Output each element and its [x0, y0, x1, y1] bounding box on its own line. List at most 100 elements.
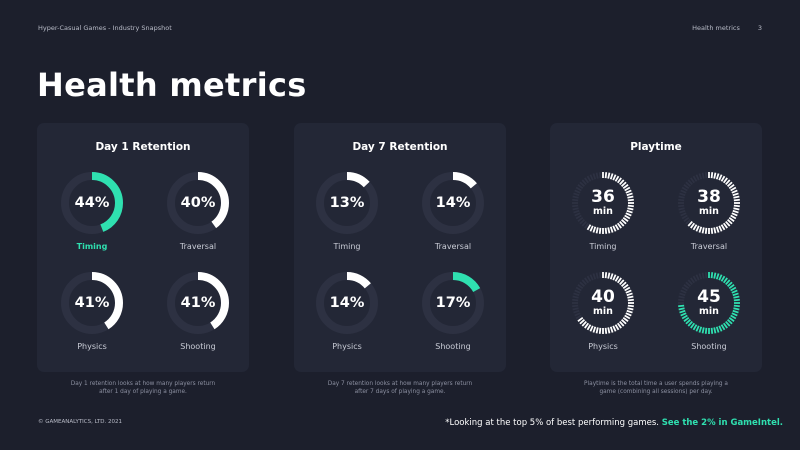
minute-tick: [579, 281, 586, 287]
minute-tick: [685, 281, 692, 287]
ring-graphic: [167, 272, 229, 334]
minute-tick: [692, 275, 698, 282]
minute-tick: [680, 312, 687, 317]
minute-tick: [710, 227, 714, 234]
minutes-value: 45: [697, 287, 721, 308]
minute-tick: [698, 173, 703, 180]
minute-tick: [720, 224, 726, 231]
caption-line: after 7 days of playing a game.: [354, 389, 446, 396]
minute-tick: [619, 320, 625, 327]
ring-value: 14%: [329, 295, 365, 311]
minute-tick: [609, 226, 614, 233]
minute-tick: [586, 324, 592, 331]
caption-line: Day 7 retention looks at how many player…: [327, 381, 473, 387]
ring-graphic: [61, 172, 123, 234]
minute-tick: [627, 198, 634, 202]
minute-tick: [685, 219, 692, 225]
minute-tick: [598, 272, 602, 279]
ring-label: Timing: [333, 242, 361, 251]
ring-day7-timing: 13%: [315, 171, 379, 235]
minute-tick: [625, 212, 632, 217]
minute-tick: [690, 222, 696, 229]
minute-tick: [698, 226, 703, 233]
card-playtime: [550, 123, 762, 372]
minute-tick: [579, 219, 586, 225]
ring-graphic: [61, 272, 123, 334]
minute-tick: [572, 304, 579, 308]
ring-progress-arc: [167, 272, 229, 334]
minute-tick: [728, 284, 735, 290]
ring-progress-arc: [316, 172, 378, 234]
minute-tick: [713, 172, 717, 179]
minute-tick: [687, 220, 693, 227]
minute-tick: [622, 284, 629, 290]
minutes-unit: min: [699, 306, 719, 318]
minute-tick: [573, 192, 580, 197]
minute-tick: [579, 181, 586, 187]
page-header: Health metrics 3: [692, 24, 762, 32]
ring-label: Traversal: [179, 242, 217, 251]
ring-graphic: [678, 272, 740, 334]
minute-tick: [681, 186, 688, 192]
minute-tick: [604, 272, 608, 279]
minute-tick: [695, 274, 700, 281]
minute-tick: [678, 198, 685, 202]
minute-tick: [612, 174, 617, 181]
ring-progress-arc: [61, 272, 123, 334]
minute-tick: [731, 189, 738, 194]
minute-tick: [616, 222, 622, 229]
minute-tick: [581, 279, 587, 286]
caption-line: game (combining all sessions) per day.: [599, 389, 713, 396]
minute-tick: [718, 274, 723, 281]
gameintel-link[interactable]: See the 2% in GameIntel.: [661, 418, 783, 428]
minute-tick: [730, 186, 737, 192]
minute-tick: [586, 224, 592, 231]
minute-tick: [728, 184, 735, 190]
minute-tick: [614, 324, 620, 331]
minute-tick: [690, 322, 696, 329]
ring-graphic: [422, 272, 484, 334]
minute-tick: [710, 172, 714, 179]
minute-tick: [572, 195, 579, 199]
minute-tick: [622, 216, 629, 222]
minute-tick: [626, 309, 633, 314]
minute-tick: [627, 195, 634, 199]
minute-tick: [572, 295, 579, 299]
minute-tick: [577, 184, 584, 190]
minute-tick: [730, 214, 737, 220]
minute-tick: [592, 326, 597, 333]
minute-tick: [732, 209, 739, 214]
minute-tick: [683, 184, 690, 190]
card-title: Playtime: [630, 141, 682, 153]
minute-tick: [589, 274, 594, 281]
minute-tick: [722, 277, 728, 284]
ring-day1-shooting: 41%: [166, 271, 230, 335]
minute-tick: [572, 204, 579, 208]
minute-tick: [718, 225, 723, 232]
minute-tick: [687, 279, 693, 286]
minute-tick: [607, 227, 611, 234]
minute-tick: [592, 173, 597, 180]
minute-tick: [574, 312, 581, 317]
minute-tick: [726, 181, 733, 187]
minute-tick: [604, 327, 608, 334]
minute-tick: [619, 279, 625, 286]
minute-tick: [595, 327, 599, 334]
minute-tick: [595, 172, 599, 179]
minute-tick: [627, 207, 634, 211]
minute-tick: [685, 319, 692, 325]
minute-tick: [731, 212, 738, 217]
minute-tick: [728, 216, 735, 222]
minute-tick: [572, 307, 579, 311]
minute-tick: [616, 277, 622, 284]
minute-tick: [733, 295, 740, 299]
ring-graphic: [572, 272, 634, 334]
page-number: 3: [757, 24, 762, 32]
minute-tick: [720, 324, 726, 331]
ring-graphic: [572, 172, 634, 234]
minute-tick: [624, 214, 631, 220]
minute-tick: [685, 181, 692, 187]
minute-tick: [581, 179, 587, 186]
card-title: Day 7 Retention: [352, 141, 448, 153]
minute-tick: [679, 309, 686, 314]
